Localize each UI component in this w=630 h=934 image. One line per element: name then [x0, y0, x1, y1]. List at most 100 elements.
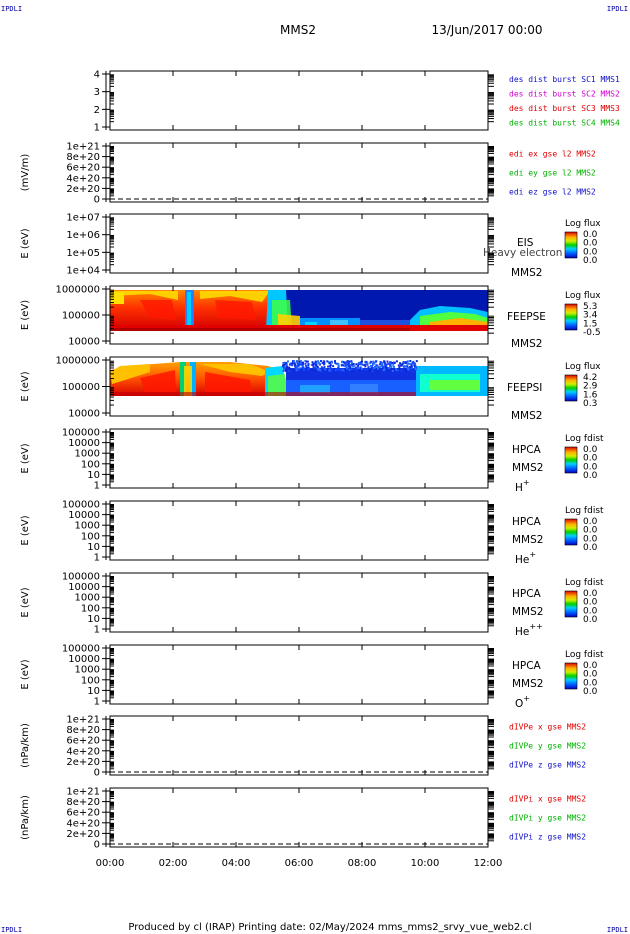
y-tick-label: 100000	[62, 382, 100, 393]
y-tick-label: 10000	[68, 438, 100, 449]
y-tick-label: 10000	[68, 510, 100, 521]
y-tick-label: 6e+20	[66, 808, 100, 819]
y-tick-label: 8e+20	[66, 797, 100, 808]
corner-label-bottom-right: IPDLI	[607, 926, 628, 934]
y-tick-label: 1000000	[55, 356, 100, 367]
y-axis-label: E (eV)	[20, 371, 31, 401]
colorbar-tick-label: 2.9	[583, 382, 598, 392]
y-tick-label: 0	[94, 840, 100, 851]
colorbar-tick-label: 0.0	[583, 445, 598, 455]
instrument-label: FEEPSE	[507, 311, 546, 323]
y-tick-label: 100000	[62, 572, 100, 583]
x-tick-label: 04:00	[222, 858, 251, 869]
panel-p5: 10000 100000 1000000 E (eV) FEEPSI MMS2 Log fl…	[20, 356, 601, 423]
y-tick-label: 1e+07	[66, 213, 100, 224]
colorbar-tick-label: 0.0	[583, 247, 598, 257]
y-tick-label: 1e+21	[66, 715, 100, 726]
legend-entry: edi ex gse l2 MMS2	[509, 150, 596, 159]
y-tick-label: 10	[87, 470, 100, 481]
y-tick-label: 100000	[62, 428, 100, 439]
legend-entry: dIVPi y gse MMS2	[509, 814, 586, 823]
instrument-label: FEEPSI	[507, 382, 542, 394]
legend-entry: des dist burst SC4 MMS4	[509, 118, 620, 127]
y-tick-label: 1000	[75, 449, 100, 460]
legend-entry: dIVPe z gse MMS2	[509, 761, 586, 770]
right-minor-ticks	[110, 431, 494, 483]
colorbar-tick-label: 0.0	[583, 615, 598, 625]
corner-label-top-right: IPDLI	[607, 5, 628, 13]
y-tick-label: 10	[87, 542, 100, 553]
y-tick-label: 2e+20	[66, 184, 100, 195]
colorbar-tick-label: 1.5	[583, 319, 597, 329]
y-tick-label: 1000	[75, 665, 100, 676]
panel-frame	[109, 500, 489, 561]
colorbar	[564, 518, 578, 546]
y-tick-label: 100	[81, 531, 100, 542]
legend-entry: dIVPi x gse MMS2	[509, 795, 586, 804]
colorbar-tick-label: -0.5	[583, 328, 601, 338]
colorbar-tick-label: 0.0	[583, 534, 598, 544]
y-tick-label: 6e+20	[66, 163, 100, 174]
spacecraft-label: MMS2	[511, 338, 542, 350]
right-minor-ticks	[110, 145, 494, 197]
colorbar	[564, 374, 578, 402]
colorbar-tick-label: 3.4	[583, 311, 598, 321]
colorbar-title: Log fdist	[565, 434, 604, 444]
legend-entry: dIVPe y gse MMS2	[509, 742, 586, 751]
y-tick-label: 6e+20	[66, 736, 100, 747]
colorbar-title: Log flux	[565, 219, 601, 229]
species-label: H+	[515, 478, 530, 494]
legend-entry: edi ey gse l2 MMS2	[509, 169, 596, 178]
y-tick-label: 1e+04	[66, 266, 100, 277]
y-tick-label: 100	[81, 459, 100, 470]
colorbar	[564, 231, 578, 259]
right-minor-ticks	[110, 289, 494, 334]
y-tick-label: 0	[94, 768, 100, 779]
colorbar-title: Log flux	[565, 362, 601, 372]
feepsi-sparse-speckle	[282, 360, 418, 372]
y-tick-label: 10000	[68, 582, 100, 593]
y-tick-label: 1	[94, 625, 100, 636]
plot-date: 13/Jun/2017 00:00	[431, 23, 542, 37]
colorbar-tick-label: 0.0	[583, 606, 598, 616]
y-axis-label: E (eV)	[20, 659, 31, 689]
colorbar	[564, 590, 578, 618]
y-tick-label: 0	[94, 195, 100, 206]
instrument-label: EIS	[517, 237, 534, 249]
plot-title: MMS2	[280, 23, 316, 37]
y-tick-label: 10000	[68, 654, 100, 665]
spacecraft-label: MMS2	[512, 606, 543, 618]
right-minor-ticks	[110, 575, 494, 627]
colorbar-tick-label: 0.0	[583, 678, 598, 688]
colorbar-tick-label: 4.2	[583, 373, 597, 383]
y-tick-label: 1e+21	[66, 787, 100, 798]
y-tick-label: 1e+06	[66, 230, 100, 241]
y-axis-label: E (eV)	[20, 587, 31, 617]
y-tick-label: 100	[81, 675, 100, 686]
y-tick-label: 1	[94, 481, 100, 492]
colorbar-title: Log fdist	[565, 650, 604, 660]
overlay-text: Heavy electron to	[483, 247, 576, 259]
colorbar-tick-label: 0.0	[583, 598, 598, 608]
panel-frame	[109, 644, 489, 705]
colorbar-tick-label: 0.0	[583, 670, 598, 680]
y-axis-label: (nPa/km)	[20, 795, 31, 840]
y-tick-label: 10000	[68, 409, 100, 420]
y-tick-label: 8e+20	[66, 152, 100, 163]
spacecraft-label: MMS2	[511, 267, 542, 279]
y-tick-label: 8e+20	[66, 725, 100, 736]
colorbar-tick-label: 0.0	[583, 526, 598, 536]
colorbar-tick-label: 0.0	[583, 517, 598, 527]
colorbar-tick-label: 0.0	[583, 589, 598, 599]
y-tick-label: 100000	[62, 311, 100, 322]
y-tick-label: 3	[94, 87, 100, 98]
y-tick-label: 2e+20	[66, 757, 100, 768]
colorbar	[564, 446, 578, 474]
y-axis-label: E (eV)	[20, 300, 31, 330]
